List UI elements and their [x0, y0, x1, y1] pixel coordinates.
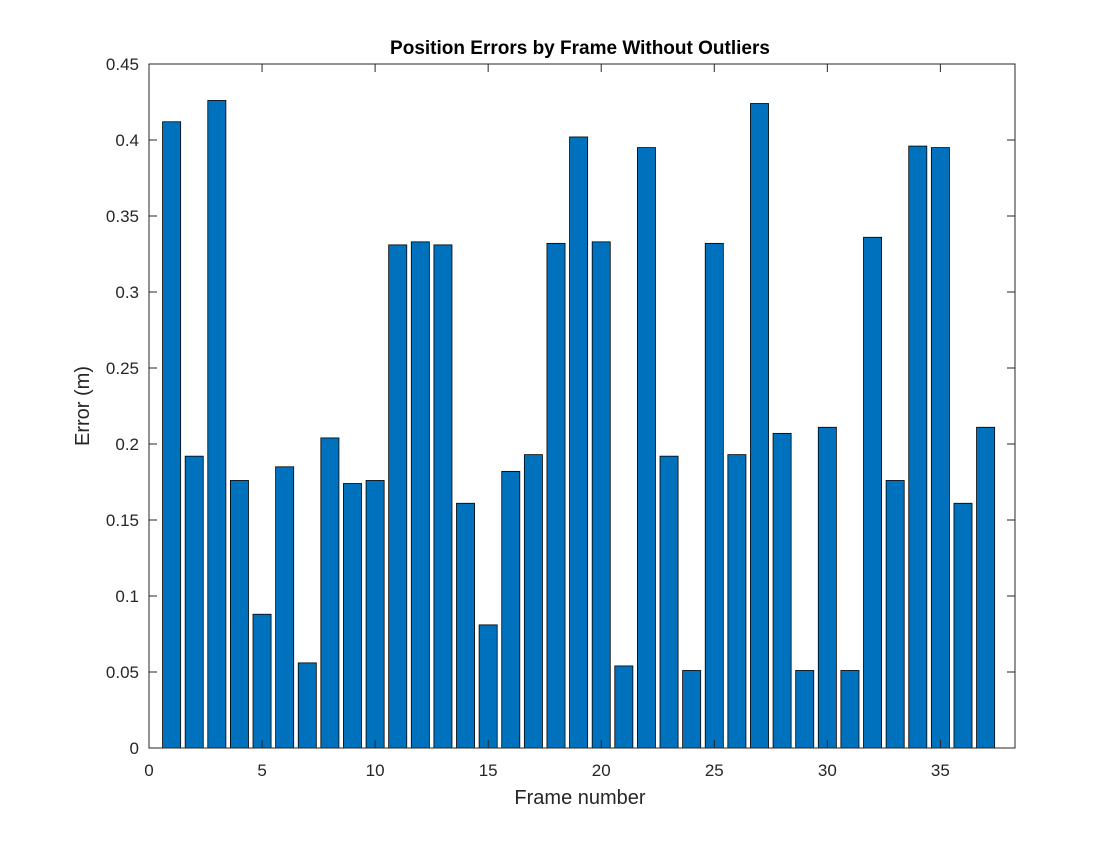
bar-frame-24 — [682, 670, 702, 749]
bar-frame-26 — [727, 454, 747, 749]
x-tick-label: 5 — [257, 761, 266, 780]
bar-frame-1 — [162, 121, 182, 749]
bar-frame-32 — [863, 236, 882, 749]
x-axis: 0 5 10 15 20 25 30 35 — [144, 64, 950, 780]
bar-frame-23 — [659, 455, 679, 749]
x-axis-label: Frame number — [514, 787, 645, 809]
bar-frame-11 — [388, 244, 408, 749]
y-axis: 0 0.05 0.1 0.15 0.2 0.25 0.3 0.35 0.4 0.45 — [106, 55, 1015, 758]
plot-frame — [148, 63, 1016, 749]
y-tick-label: 0.45 — [106, 55, 139, 74]
x-tick-label: 0 — [144, 761, 153, 780]
bar-frame-9 — [343, 483, 362, 749]
bar-frame-13 — [433, 244, 453, 749]
bar-frame-8 — [320, 437, 340, 749]
bar-frame-31 — [840, 670, 860, 749]
y-tick-label: 0.1 — [115, 587, 139, 606]
y-tick-label: 0 — [130, 739, 139, 758]
y-tick-label: 0.2 — [115, 435, 139, 454]
bar-frame-36 — [953, 502, 973, 749]
y-tick-label: 0.4 — [115, 131, 139, 150]
bar-frame-30 — [817, 426, 837, 749]
bar-frame-15 — [478, 624, 498, 749]
y-tick-label: 0.15 — [106, 511, 139, 530]
x-tick-label: 30 — [818, 761, 837, 780]
bar-frame-22 — [636, 147, 656, 749]
y-tick-label: 0.35 — [106, 207, 139, 226]
bar-frame-16 — [501, 470, 521, 749]
x-tick-label: 10 — [366, 761, 385, 780]
x-tick-label: 15 — [479, 761, 498, 780]
bar-frame-28 — [772, 432, 792, 749]
bar-frame-12 — [410, 241, 430, 749]
bars-group — [162, 100, 996, 749]
bar-frame-17 — [523, 454, 543, 749]
bar-frame-3 — [207, 100, 227, 749]
bar-frame-5 — [252, 613, 272, 749]
bar-frame-20 — [591, 241, 611, 749]
bar-frame-19 — [569, 136, 589, 749]
x-tick-label: 20 — [592, 761, 611, 780]
x-tick-label: 25 — [705, 761, 724, 780]
bar-frame-27 — [750, 103, 769, 749]
y-tick-label: 0.05 — [106, 663, 139, 682]
bar-frame-2 — [184, 455, 204, 749]
bar-frame-34 — [908, 145, 928, 749]
bar-frame-35 — [930, 147, 950, 749]
x-tick-label: 35 — [931, 761, 950, 780]
bar-frame-4 — [229, 480, 249, 749]
y-tick-label: 0.3 — [115, 283, 139, 302]
bar-frame-37 — [976, 426, 996, 749]
chart-title: Position Errors by Frame Without Outlier… — [390, 38, 770, 59]
bar-frame-29 — [795, 670, 815, 749]
bar-frame-7 — [297, 662, 317, 749]
y-tick-label: 0.25 — [106, 359, 139, 378]
bar-frame-14 — [456, 502, 475, 749]
bar-frame-18 — [546, 242, 566, 749]
bar-frame-6 — [275, 466, 295, 749]
bar-frame-10 — [365, 480, 385, 749]
bar-frame-21 — [614, 665, 634, 749]
y-axis-label: Error (m) — [72, 366, 94, 446]
bar-frame-33 — [885, 480, 905, 749]
bar-frame-25 — [704, 242, 724, 749]
